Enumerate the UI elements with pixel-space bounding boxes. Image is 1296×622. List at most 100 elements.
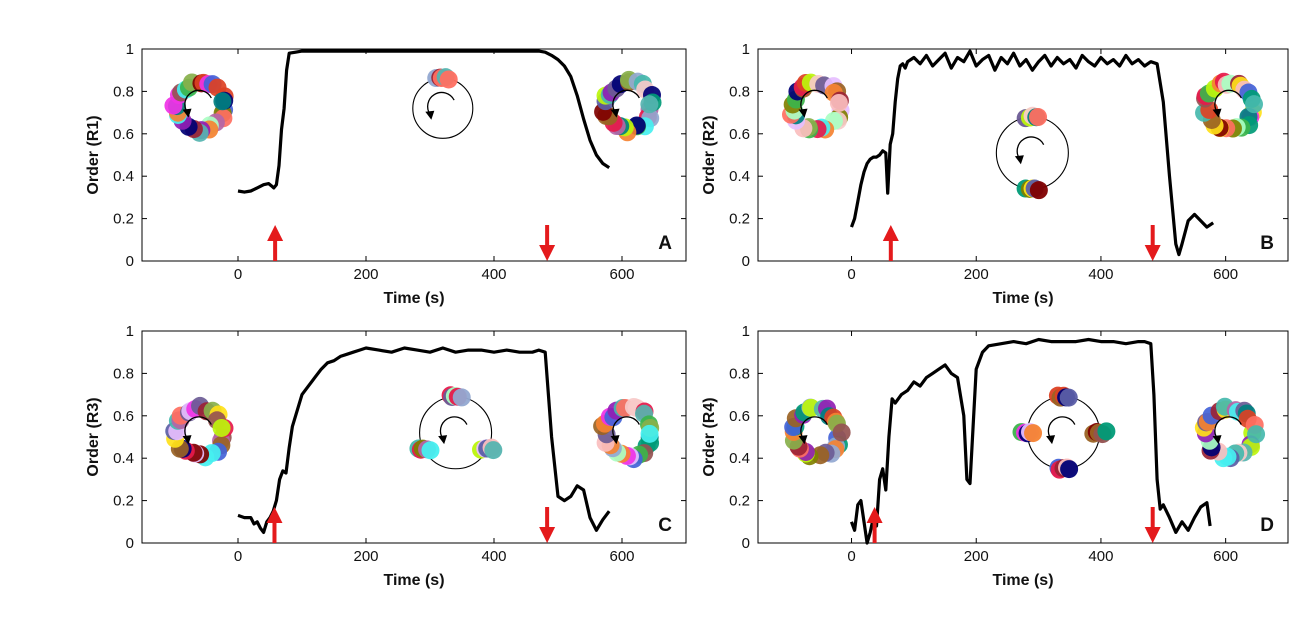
stimulus-arrow-down [539,225,556,261]
x-axis-label: Time (s) [992,290,1053,307]
inset-center-rotation-arrow [439,416,468,440]
inset-left-incoherent [784,398,851,466]
panel-label: D [1260,515,1274,536]
y-tick-label: 0.8 [729,365,750,382]
y-tick-label: 1 [742,41,750,58]
inset-center-cluster-disc [1059,388,1078,407]
panel-label: B [1260,233,1274,254]
panel-label: A [658,233,672,254]
x-tick-label: 600 [609,548,634,565]
inset-center-cluster-disc [1024,424,1043,443]
stimulus-arrow-up [882,225,899,261]
y-tick-label: 0.8 [729,83,750,100]
y-tick-label: 1 [742,323,750,340]
inset-center-cluster-disc [452,388,471,407]
inset-center-cluster-disc [1029,181,1048,200]
inset-left-rotation-arrow [800,416,828,440]
inset-center-four-cluster [1012,386,1116,479]
inset-center-three-cluster [409,386,503,470]
inset-left-incoherent [782,73,850,139]
x-axis-label: Time (s) [992,572,1053,589]
x-tick-label: 400 [1088,548,1113,565]
inset-left-rotation-arrow [800,89,828,113]
inset-center-cluster-disc [1029,108,1048,127]
inset-left-disc [212,418,231,437]
inset-center-rotation-arrowhead [425,110,435,120]
panel-d: 0 200 400 600 0 0.2 0.4 0.6 0.8 1 Time (s) Order (R… [701,323,1289,589]
insets [164,68,662,142]
inset-center-one-cluster [412,68,474,139]
inset-right-incoherent [1194,397,1266,468]
inset-center-rotation-arrow [1047,416,1076,440]
inset-left-disc [213,92,232,111]
inset-right-incoherent [1195,72,1264,138]
y-axis-label: Order (R3) [85,397,102,476]
inset-right-rotation-arrowhead [610,108,620,118]
y-tick-label: 0.8 [113,83,134,100]
plot-frame [141,330,687,544]
inset-left-rotation-arrow [184,416,212,440]
arrow-head [539,527,556,543]
y-tick-label: 0.4 [729,168,750,185]
plot-frame [757,330,1289,544]
y-tick-label: 0.6 [113,408,134,425]
stimulus-arrow-up [267,225,284,261]
plot-frame [141,48,687,262]
x-tick-label: 600 [609,266,634,283]
inset-right-disc [1247,425,1266,444]
inset-center-two-cluster [995,106,1069,200]
plot-frame [757,48,1289,262]
y-tick-label: 1 [126,323,134,340]
inset-right-rotation-arrow [1214,416,1242,440]
y-axis-label: Order (R2) [701,115,718,194]
order-parameter-line [237,49,611,194]
arrow-head [882,225,899,241]
x-tick-label: 0 [847,548,855,565]
inset-right-rotation-arrowhead [1212,108,1222,118]
inset-right-rotation-arrow [612,416,640,440]
inset-left-rotation-arrowhead [798,435,808,445]
inset-center-cluster-disc [484,441,503,460]
inset-right-disc [640,95,659,114]
inset-right-rotation-arrowhead [610,435,620,445]
x-tick-label: 400 [481,548,506,565]
y-tick-label: 0.6 [729,408,750,425]
inset-left-rotation-arrowhead [182,108,192,118]
inset-center-rotation-arrowhead [438,435,448,445]
y-axis-label: Order (R4) [701,397,718,476]
x-tick-label: 0 [234,266,242,283]
y-tick-label: 0 [742,535,750,552]
inset-left-incoherent [164,73,234,142]
arrow-head [1144,527,1161,543]
inset-right-incoherent [594,70,662,142]
inset-center-cluster-disc [421,441,440,460]
x-axis-label: Time (s) [383,572,444,589]
x-tick-label: 600 [1213,548,1238,565]
x-axis-label: Time (s) [383,290,444,307]
inset-right-rotation-arrow [1214,89,1242,113]
arrow-head [266,507,283,523]
order-parameter-line [849,49,1215,257]
inset-right-rotation-arrow [612,89,640,113]
inset-left-rotation-arrowhead [182,435,192,445]
y-tick-label: 0.2 [113,493,134,510]
order-parameter-line [849,337,1212,545]
panel-c: 0 200 400 600 0 0.2 0.4 0.6 0.8 1 Time (s) Order (R… [85,323,687,589]
inset-center-cluster-disc [439,70,458,89]
y-tick-label: 0.4 [729,450,750,467]
y-tick-label: 0.2 [113,211,134,228]
inset-right-incoherent [593,397,660,469]
inset-center-cluster-disc [1060,460,1079,479]
inset-center-rotation-arrowhead [1014,155,1024,165]
x-tick-label: 200 [964,266,989,283]
x-tick-label: 200 [353,266,378,283]
x-tick-label: 200 [353,548,378,565]
inset-right-disc [640,424,659,443]
y-tick-label: 0.6 [729,126,750,143]
insets [782,72,1264,200]
y-tick-label: 1 [126,41,134,58]
y-tick-label: 0.4 [113,168,134,185]
x-tick-label: 400 [1088,266,1113,283]
inset-left-incoherent [165,396,234,467]
